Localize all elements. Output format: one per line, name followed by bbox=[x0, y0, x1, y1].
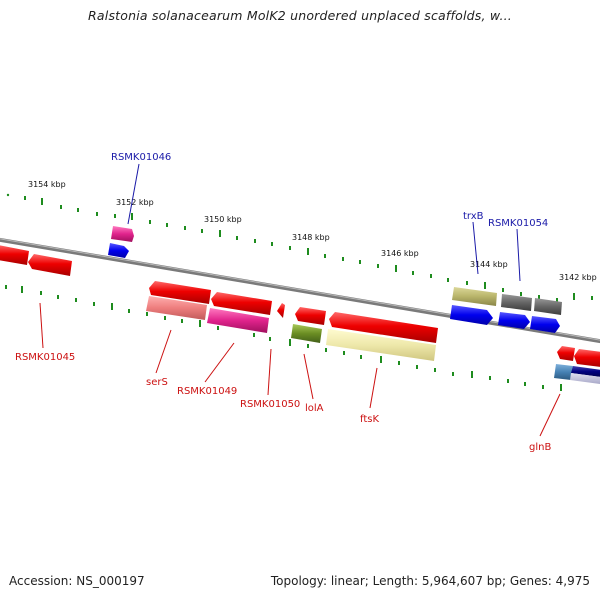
label-trxb[interactable]: trxB bbox=[463, 211, 484, 222]
tick-label-3146: 3146 kbp bbox=[381, 249, 419, 258]
gene-red-ftsk-upper[interactable] bbox=[329, 312, 438, 343]
inner-tick-track bbox=[5, 285, 562, 391]
gene-rsmk01054[interactable] bbox=[501, 294, 562, 315]
label-rsmk01045[interactable]: RSMK01045 bbox=[15, 352, 75, 363]
label-rsmk01049[interactable]: RSMK01049 bbox=[177, 386, 237, 397]
gene-lola[interactable] bbox=[291, 324, 322, 343]
outer-tick-track bbox=[6, 193, 593, 302]
gene-navy-right[interactable] bbox=[570, 366, 600, 384]
callout-lines bbox=[39, 163, 561, 437]
gene-rsmk01045[interactable] bbox=[28, 254, 72, 276]
topology-summary: Topology: linear; Length: 5,964,607 bp; … bbox=[270, 574, 590, 588]
tick-label-3150: 3150 kbp bbox=[204, 215, 242, 224]
gene-blue-right-2[interactable] bbox=[498, 312, 530, 329]
gene-sers[interactable] bbox=[146, 296, 207, 320]
label-rsmk01046[interactable]: RSMK01046 bbox=[111, 152, 171, 163]
label-ftsk[interactable]: ftsK bbox=[360, 414, 379, 425]
label-sers[interactable]: serS bbox=[146, 377, 168, 388]
gene-ftsk[interactable] bbox=[326, 329, 436, 361]
map-title: Ralstonia solanacearum MolK2 unordered u… bbox=[88, 8, 512, 23]
tick-label-3148: 3148 kbp bbox=[292, 233, 330, 242]
gene-red-glnb-1[interactable] bbox=[557, 346, 575, 361]
gene-blue-small-left[interactable] bbox=[108, 243, 129, 258]
gene-blue-right-3[interactable] bbox=[530, 316, 560, 333]
gene-red-glnb-2[interactable] bbox=[574, 349, 600, 367]
tick-label-3154: 3154 kbp bbox=[28, 180, 66, 189]
label-rsmk01054[interactable]: RSMK01054 bbox=[488, 218, 548, 229]
gene-blue-right-1[interactable] bbox=[450, 305, 493, 325]
tick-label-3152: 3152 kbp bbox=[116, 198, 154, 207]
label-lola[interactable]: lolA bbox=[305, 403, 324, 414]
label-rsmk01050[interactable]: RSMK01050 bbox=[240, 399, 300, 410]
gene-rsmk01046[interactable] bbox=[111, 226, 134, 242]
gene-red-sers-upper[interactable] bbox=[149, 281, 211, 304]
gene-red-rsmk01049-upper[interactable] bbox=[211, 292, 272, 315]
gene-glnb[interactable] bbox=[554, 364, 573, 380]
accession-text: Accession: NS_000197 bbox=[9, 574, 145, 588]
tick-label-3142: 3142 kbp bbox=[559, 273, 597, 282]
tick-label-3144: 3144 kbp bbox=[470, 260, 508, 269]
label-glnb[interactable]: glnB bbox=[529, 442, 551, 453]
gene-trxb[interactable] bbox=[452, 287, 497, 306]
gene-rsmk01049[interactable] bbox=[207, 308, 269, 333]
gene-rsmk01050[interactable] bbox=[277, 303, 285, 318]
gene-red-left-edge[interactable] bbox=[0, 245, 29, 265]
gene-red-lola-upper[interactable] bbox=[295, 307, 326, 325]
